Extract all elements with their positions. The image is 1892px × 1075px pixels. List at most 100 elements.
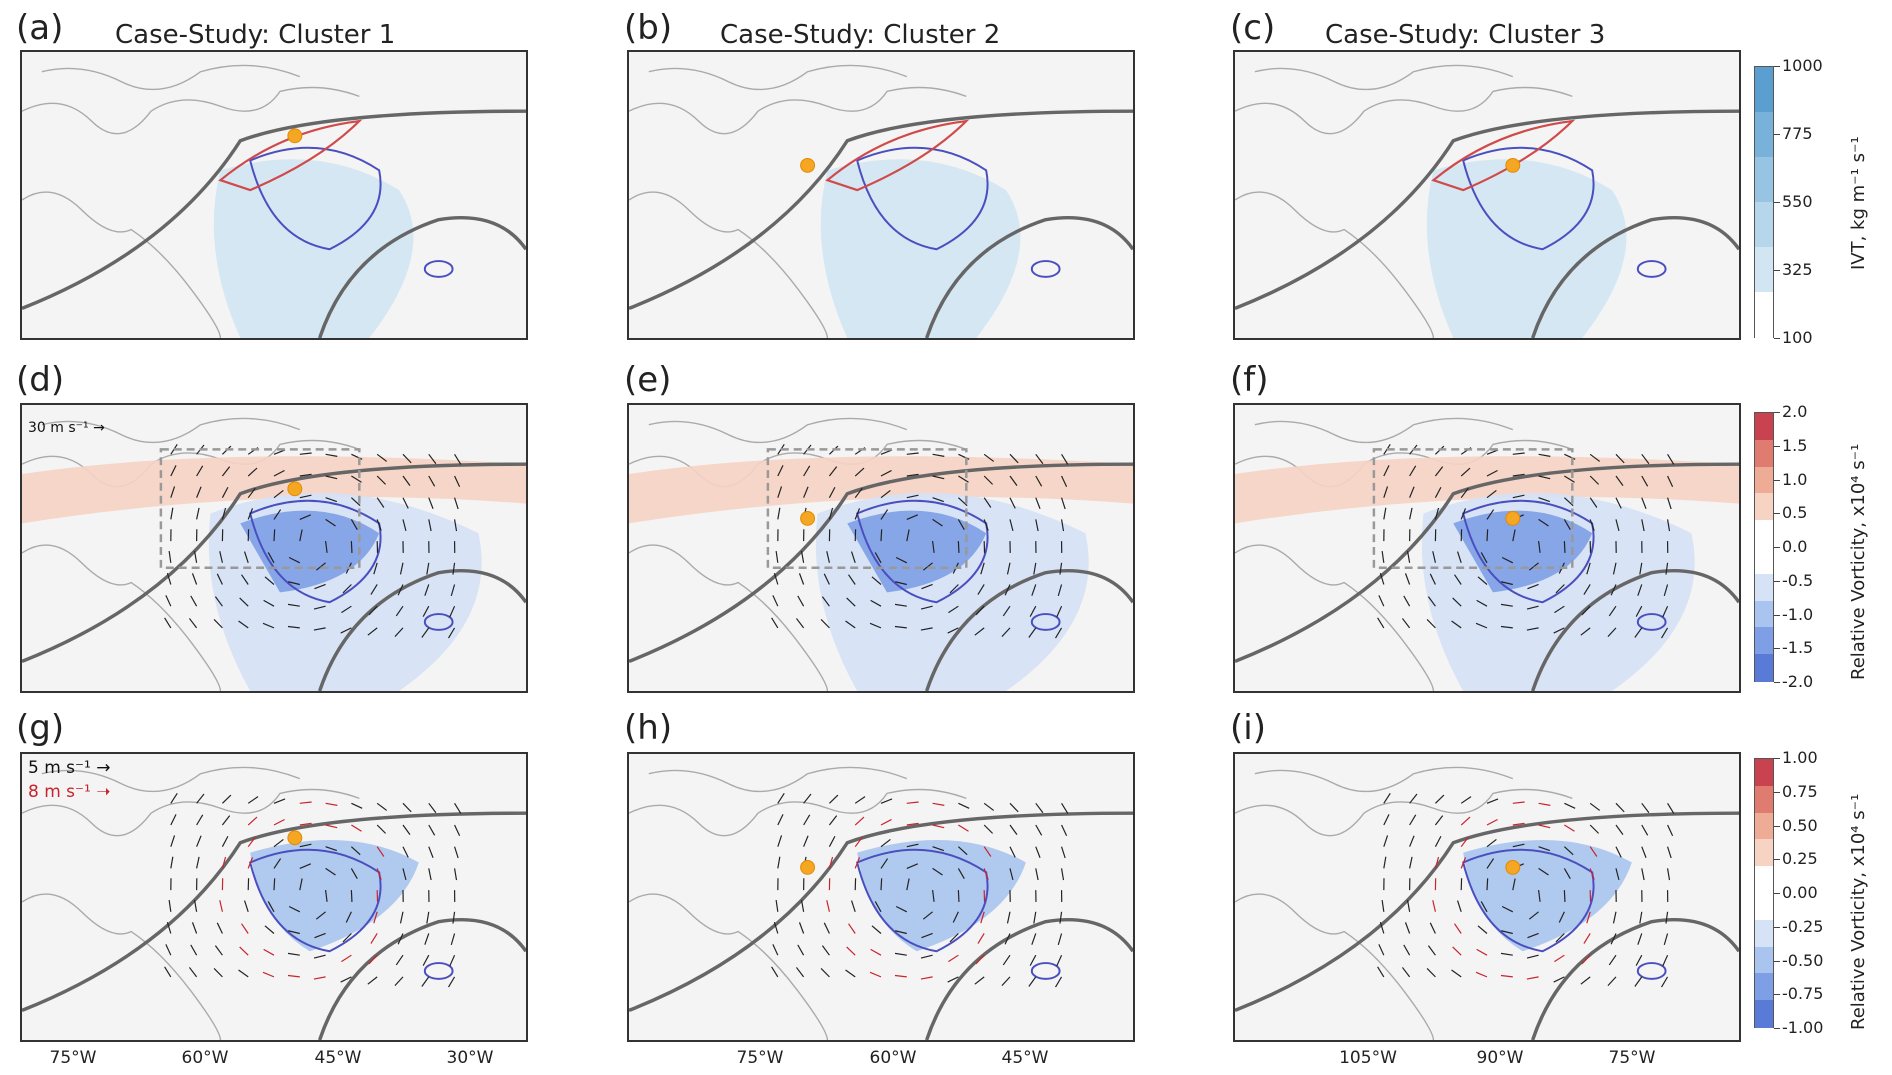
wind-vector <box>1586 911 1591 924</box>
wind-vector <box>314 932 326 939</box>
wind-vector <box>452 911 456 924</box>
colorbar-tick-mark <box>1774 758 1780 759</box>
wind-vector <box>880 878 883 891</box>
wind-vector <box>1429 573 1436 585</box>
wind-vector <box>273 529 276 542</box>
wind-vector <box>165 944 172 956</box>
wind-vector <box>350 890 353 902</box>
wind-vector <box>1004 584 1011 596</box>
blue-contour <box>423 962 454 980</box>
wind-vector <box>428 475 436 487</box>
wind-vector <box>874 901 882 913</box>
wind-vector <box>828 486 836 498</box>
wind-vector <box>895 905 908 913</box>
wind-vector <box>422 954 430 966</box>
wind-vector <box>243 551 249 563</box>
wind-vector <box>219 900 223 912</box>
wind-vector <box>1589 868 1595 880</box>
wind-vector <box>1486 858 1495 869</box>
blue-contour <box>856 499 989 604</box>
wind-vector <box>448 976 456 988</box>
colorbar-tick-mark <box>1774 445 1780 447</box>
averaging-box <box>1372 448 1574 569</box>
wind-vector <box>402 475 411 486</box>
wind-vector <box>1665 911 1669 924</box>
wind-vector <box>1667 475 1674 487</box>
wind-vector <box>1641 846 1647 858</box>
wind-vector <box>1409 835 1415 847</box>
wind-vector <box>795 618 805 629</box>
wind-vector <box>1004 933 1011 945</box>
wind-vector <box>906 843 919 848</box>
wind-vector <box>880 529 883 542</box>
wind-vector <box>376 802 388 811</box>
wind-vector <box>1666 519 1671 532</box>
colorbar-segment <box>1755 812 1773 841</box>
panel-f <box>1233 403 1741 693</box>
wind-vector <box>880 858 889 869</box>
wind-vector <box>1456 900 1462 912</box>
wind-vector <box>428 868 432 881</box>
wind-vector <box>428 846 434 858</box>
wind-vector <box>1554 954 1565 963</box>
wind-vector <box>773 921 779 934</box>
xtick-col3-1: 90°W <box>1476 1048 1524 1068</box>
wind-vector <box>1639 911 1643 924</box>
wind-vector <box>166 572 172 585</box>
wind-vector <box>1432 551 1436 563</box>
wind-vector <box>368 954 378 965</box>
colorbar-tick-label: -0.25 <box>1782 916 1824 936</box>
jet-contour <box>22 811 526 1013</box>
wind-vector <box>1555 584 1565 594</box>
wind-vector <box>983 475 994 485</box>
wind-vector <box>221 815 231 826</box>
wind-vector <box>1538 867 1549 876</box>
wind-vector <box>426 562 430 575</box>
wind-vector <box>1512 494 1525 499</box>
wind-vector <box>854 508 861 520</box>
wind-vector <box>906 452 919 455</box>
wind-vector <box>975 954 985 965</box>
wind-vector <box>196 835 202 847</box>
wind-vector <box>1451 969 1462 978</box>
wind-vector <box>345 911 352 923</box>
colorbar-tick-label: -0.5 <box>1782 570 1814 590</box>
wind-vector <box>164 617 172 629</box>
wind-vector <box>324 541 328 553</box>
wind-vector <box>313 954 326 959</box>
wind-vector <box>1581 954 1591 965</box>
wind-vector <box>1564 802 1576 809</box>
wind-vector <box>402 846 409 858</box>
wind-vector <box>777 486 783 498</box>
panel-title-c: Case-Study: Cluster 3 <box>1325 20 1606 50</box>
wind-vector <box>267 552 275 564</box>
wind-vector <box>350 541 353 553</box>
wind-vector <box>957 868 965 879</box>
wind-vector <box>1563 497 1574 507</box>
wind-vector <box>906 863 919 869</box>
colorbar-segment <box>1755 973 1773 1002</box>
wind-vector <box>932 867 943 876</box>
coastline <box>629 191 829 338</box>
colorbar-tick-label: 325 <box>1782 260 1813 279</box>
wind-vector <box>1580 627 1591 636</box>
wind-vector <box>1608 954 1617 966</box>
wind-vector <box>1427 945 1436 956</box>
wind-vector <box>1477 576 1488 585</box>
wind-vector <box>820 968 830 978</box>
ref-vector-row3-red: 8 m s⁻¹ ➝ <box>28 782 111 802</box>
wind-vector <box>196 486 202 498</box>
wind-vector <box>854 816 865 826</box>
wind-vector <box>428 802 437 814</box>
wind-vector <box>164 966 172 978</box>
colorbar-tick-mark <box>1774 134 1780 135</box>
colorbar-segment <box>1755 866 1773 895</box>
wind-vector <box>273 509 282 520</box>
jet-contour <box>924 917 1133 1040</box>
ref-vector-row3-red-label: 8 m s⁻¹ <box>28 782 91 802</box>
wind-vector <box>1500 625 1513 629</box>
wind-vector <box>1378 944 1385 956</box>
colorbar-tick-label: -1.00 <box>1782 1018 1824 1037</box>
jet-contour <box>1530 917 1739 1040</box>
wind-vector <box>350 868 358 879</box>
